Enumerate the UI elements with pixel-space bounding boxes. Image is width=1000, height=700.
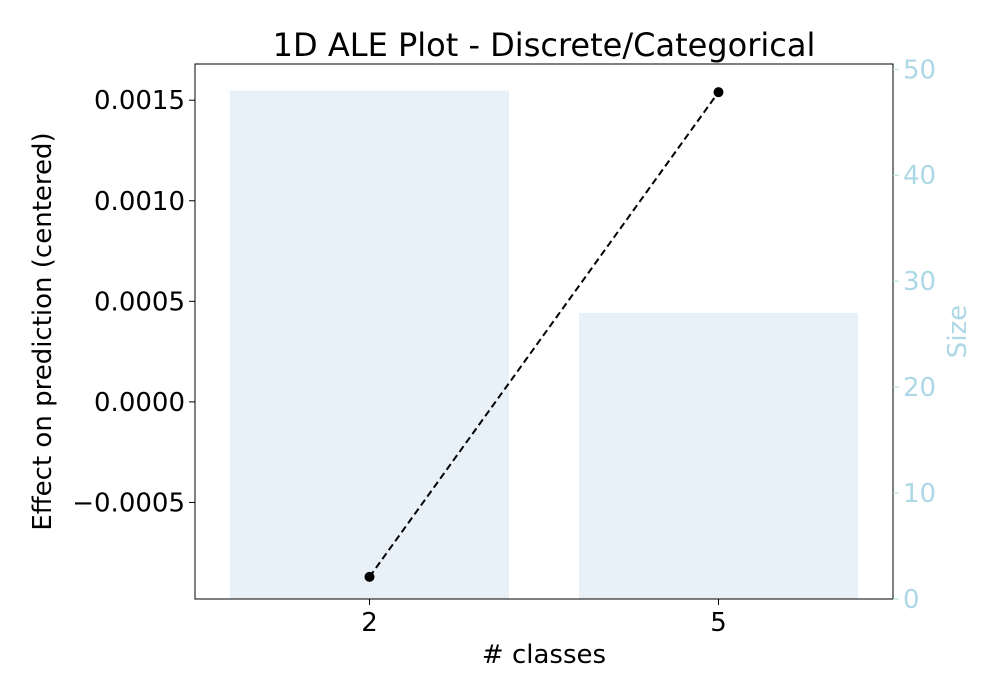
left-tick-label: 0.0000 xyxy=(94,388,185,418)
right-tick-label: 50 xyxy=(903,55,936,85)
right-tick-label: 10 xyxy=(903,479,936,509)
left-tick-label: 0.0010 xyxy=(94,187,185,217)
ale-point xyxy=(713,87,724,98)
right-axis-label: Size xyxy=(943,305,973,358)
right-tick-label: 40 xyxy=(903,161,936,191)
left-tick-label: 0.0015 xyxy=(94,86,185,116)
x-axis-label: # classes xyxy=(482,640,606,670)
line-layer xyxy=(364,87,724,582)
x-tick-label: 2 xyxy=(361,608,378,638)
bar-layer xyxy=(229,90,859,600)
right-tick-label: 20 xyxy=(903,373,936,403)
size-bar xyxy=(578,312,859,599)
left-tick-label: 0.0005 xyxy=(94,287,185,317)
plot-frame xyxy=(194,63,894,600)
ale-point xyxy=(364,571,375,582)
right-axis-ticks: 0 10 20 30 40 50 xyxy=(893,55,936,615)
right-tick-label: 0 xyxy=(903,585,920,615)
chart-title: 1D ALE Plot - Discrete/Categorical xyxy=(273,26,816,64)
left-axis-ticks: −0.0005 0.0000 0.0005 0.0010 0.0015 xyxy=(72,86,195,518)
left-tick-label: −0.0005 xyxy=(72,488,185,518)
x-tick-label: 5 xyxy=(710,608,727,638)
ale-line xyxy=(368,91,720,578)
right-tick-label: 30 xyxy=(903,267,936,297)
size-bar xyxy=(229,90,510,600)
left-axis-label: Effect on prediction (centered) xyxy=(28,132,58,530)
